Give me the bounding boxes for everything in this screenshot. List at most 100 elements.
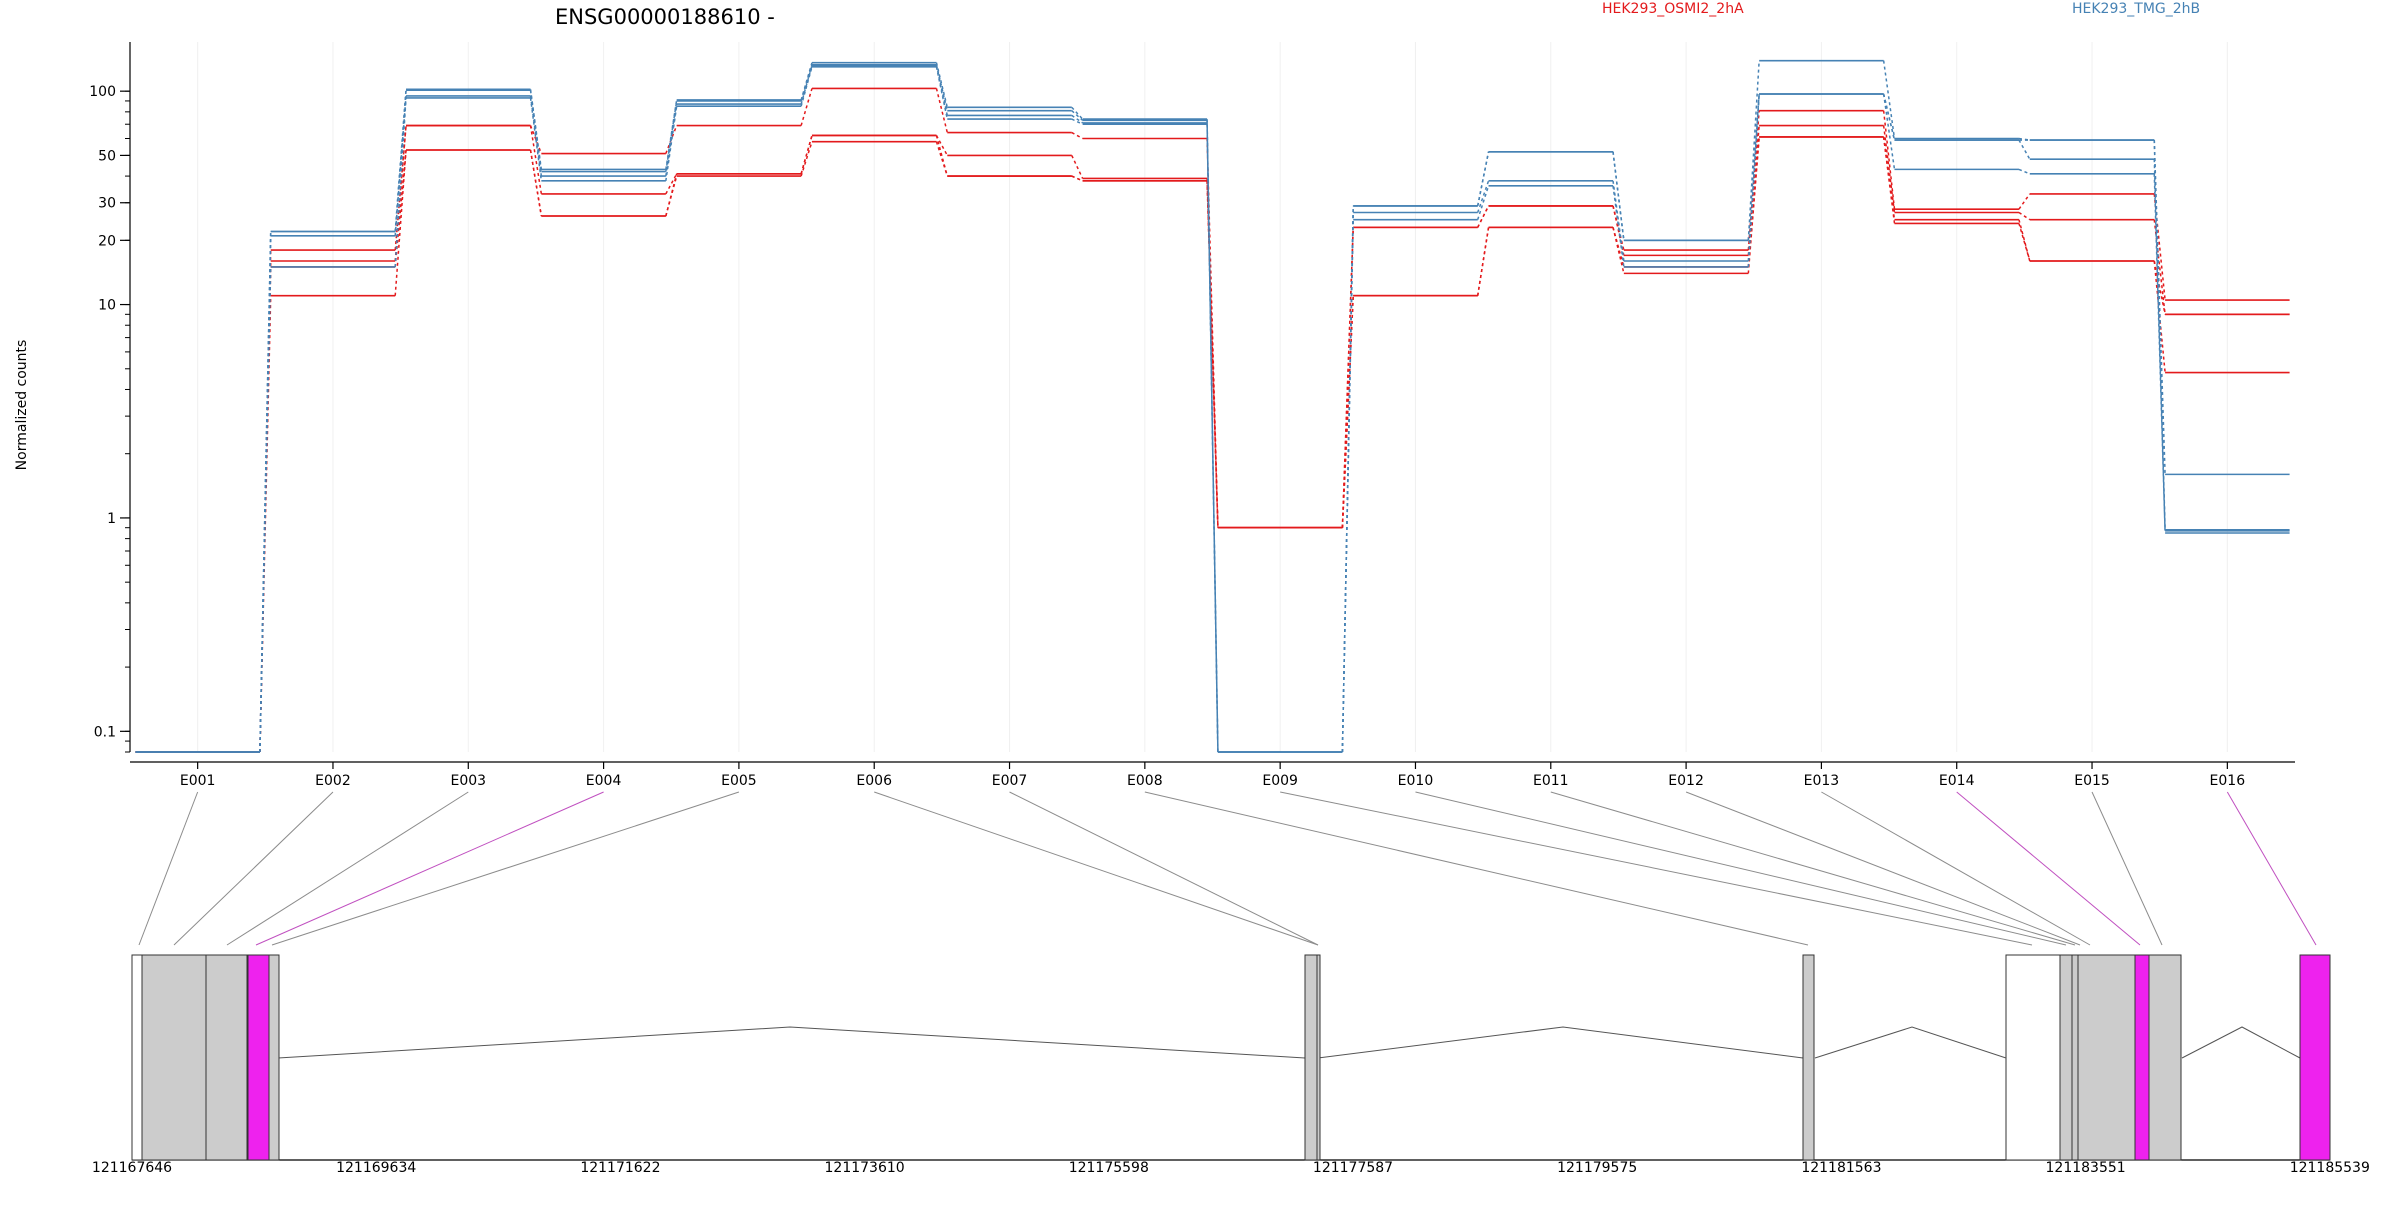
connector-E002 xyxy=(173,791,334,946)
connector-E012 xyxy=(1685,791,2081,946)
series-4-link-10 xyxy=(1477,205,1490,228)
x-tick-label-E010: E010 xyxy=(1398,773,1434,789)
intron-1 xyxy=(277,1026,1306,1059)
series-8-link-11 xyxy=(1612,151,1625,241)
series-5-link-14 xyxy=(2018,168,2031,175)
legend-entry-tmg: HEK293_TMG_2hB xyxy=(2072,1,2200,17)
intron-4 xyxy=(2181,1026,2301,1059)
exon-block xyxy=(1304,954,1318,1161)
series-8-link-5 xyxy=(800,62,813,101)
series-6-link-7 xyxy=(1071,114,1084,124)
series-2-link-6 xyxy=(935,135,949,177)
connector-E015 xyxy=(2091,791,2163,946)
intron-2 xyxy=(1317,1026,1804,1059)
series-4-link-3 xyxy=(529,125,543,154)
x-tick-label-E016: E016 xyxy=(2210,773,2246,789)
y-axis-label: Normalized counts xyxy=(14,340,30,471)
x-tick-label-E008: E008 xyxy=(1127,773,1163,789)
connector-E004 xyxy=(255,791,604,946)
x-tick-label-E004: E004 xyxy=(586,773,622,789)
series-2-link-14 xyxy=(2018,219,2031,262)
gene-model: 121167646 121169634 121171622 121173610 1211… xyxy=(92,791,2370,1176)
series-4-link-7 xyxy=(1071,131,1083,140)
series-1-link-10 xyxy=(1476,227,1490,296)
utr-block-right xyxy=(2005,954,2061,1161)
series-4-link-4 xyxy=(665,125,678,154)
highlighted-exon-block xyxy=(247,954,270,1161)
series-2-link-4 xyxy=(665,173,678,217)
series-1-link-2 xyxy=(394,149,407,296)
exon-block xyxy=(268,954,280,1161)
connector-E003 xyxy=(226,791,469,946)
series-6-link-11 xyxy=(1612,180,1625,262)
coordinate-label-1: 121167646 xyxy=(92,1160,172,1176)
series-8-link-6 xyxy=(935,62,949,108)
connector-E007 xyxy=(1009,791,1319,946)
highlighted-exon-block xyxy=(2299,954,2331,1161)
series-7-link-15 xyxy=(2153,140,2166,530)
series-3-link-14 xyxy=(2018,211,2031,221)
connector-E005 xyxy=(271,791,740,946)
connector-E011 xyxy=(1550,791,2076,946)
series-4-link-5 xyxy=(800,88,813,126)
y-tick-label-0.1: 0.1 xyxy=(94,724,116,740)
series-5-link-11 xyxy=(1612,185,1625,268)
legend-entry-osmi2: HEK293_OSMI2_2hA xyxy=(1602,1,1744,17)
connector-E009 xyxy=(1280,791,2033,946)
series-3-link-4 xyxy=(665,173,678,195)
coordinate-label-9: 121183551 xyxy=(2046,1160,2126,1176)
y-tick-label-100: 100 xyxy=(89,84,116,100)
exon-block xyxy=(2071,954,2079,1161)
chart-title: ENSG00000188610 - xyxy=(555,5,775,29)
connector-E016 xyxy=(2226,791,2317,946)
exon-block xyxy=(2148,954,2182,1161)
coordinate-label-3: 121171622 xyxy=(580,1160,660,1176)
connector-E001 xyxy=(138,791,199,946)
series-3-link-8 xyxy=(1206,178,1219,528)
series-2-link-10 xyxy=(1476,227,1490,296)
series-4 xyxy=(135,87,2290,753)
series-4-link-13 xyxy=(1882,110,1896,210)
x-tick-label-E012: E012 xyxy=(1668,773,1704,789)
x-tick-label-E013: E013 xyxy=(1804,773,1840,789)
series-7-link-6 xyxy=(935,64,949,111)
series-8-link-1 xyxy=(259,231,272,753)
x-tick-label-E015: E015 xyxy=(2074,773,2110,789)
y-tick-label-20: 20 xyxy=(98,233,116,249)
series-3-link-7 xyxy=(1071,155,1084,179)
series-3-link-13 xyxy=(1882,125,1896,213)
x-tick-label-E002: E002 xyxy=(315,773,351,789)
coordinate-label-10: 121185539 xyxy=(2290,1160,2370,1176)
exon-block xyxy=(1802,954,1815,1161)
x-tick-label-E006: E006 xyxy=(856,773,892,789)
series-8-link-10 xyxy=(1476,151,1490,207)
series-3-link-15 xyxy=(2153,219,2166,315)
series-5-link-6 xyxy=(935,66,949,120)
series-2-link-11 xyxy=(1612,227,1625,268)
series-2-link-12 xyxy=(1747,136,1760,268)
series-8-link-9 xyxy=(1341,205,1354,753)
series-6-link-14 xyxy=(2018,139,2031,160)
highlighted-exon-block xyxy=(2134,954,2150,1161)
series-6-link-12 xyxy=(1747,93,1760,262)
grid-lines xyxy=(197,42,2228,752)
series-2-link-3 xyxy=(529,149,543,217)
series-7-link-7 xyxy=(1071,110,1084,121)
axes: 0.1 1 10 20 30 50 100 E001 E002 E003 E004 E005 E006 E… xyxy=(89,42,2295,789)
connector-E013 xyxy=(1821,791,2091,946)
series-4-link-14 xyxy=(2018,193,2031,210)
series-8 xyxy=(135,59,2290,753)
x-tick-label-E001: E001 xyxy=(180,773,216,789)
series-5-link-2 xyxy=(394,97,407,268)
series-8-link-14 xyxy=(2018,137,2030,141)
series-8-link-7 xyxy=(1071,106,1084,120)
series-lines xyxy=(135,59,2290,753)
utr-block-left xyxy=(131,954,143,1161)
x-tick-label-E011: E011 xyxy=(1533,773,1569,789)
series-5-link-7 xyxy=(1071,118,1083,125)
intron-3 xyxy=(1814,1026,2007,1059)
series-2-link-7 xyxy=(1071,175,1083,182)
coordinate-label-4: 121173610 xyxy=(825,1160,905,1176)
